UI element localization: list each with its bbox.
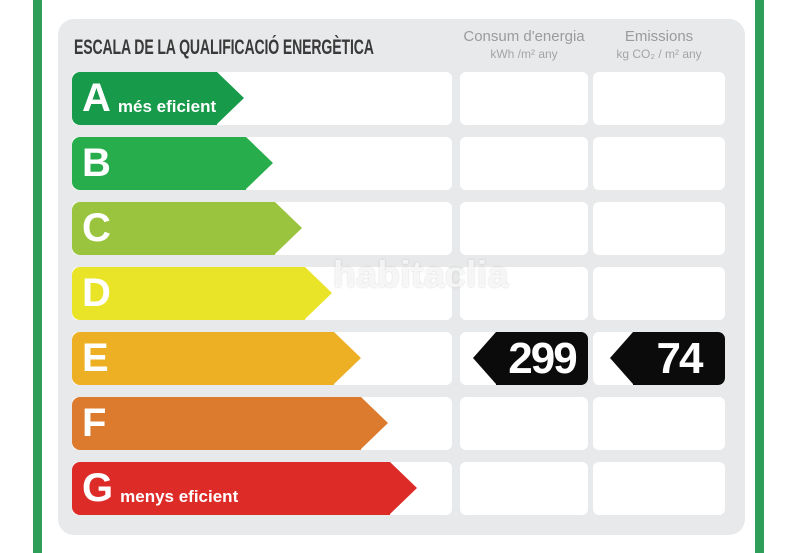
emissions-value-badge: 74 (610, 332, 725, 385)
rating-arrow: E (72, 332, 361, 385)
rating-panel: ESCALA DE LA QUALIFICACIÓ ENERGÈTICA Con… (58, 19, 745, 535)
rating-arrow: F (72, 397, 388, 450)
rating-arrow-body: E (72, 332, 334, 385)
rating-letter: G (82, 466, 114, 510)
rating-letter: F (82, 401, 107, 445)
consum-value-badge: 299 (473, 332, 588, 385)
rating-row: B (72, 137, 725, 190)
emissions-cell (593, 137, 725, 190)
rating-row: E 299 74 (72, 332, 725, 385)
rating-arrow-body: A més eficient (72, 72, 217, 125)
rating-arrow: A més eficient (72, 72, 244, 125)
consum-header-line1: Consum d'energia (463, 28, 585, 45)
emissions-header-units: kg CO₂ / m² any (616, 47, 702, 61)
consum-cell (460, 397, 588, 450)
rating-letter: A (82, 76, 111, 120)
rating-rows: A més eficient B C (72, 72, 725, 527)
emissions-cell (593, 202, 725, 255)
rating-arrow: D (72, 267, 332, 320)
letter-track: A més eficient (72, 72, 452, 125)
rating-arrow-body: C (72, 202, 275, 255)
letter-track: F (72, 397, 452, 450)
rating-row: F (72, 397, 725, 450)
rating-arrow-tip (305, 267, 332, 319)
emissions-badge-left-arrow-icon (610, 332, 633, 384)
emissions-cell (593, 462, 725, 515)
letter-track: E (72, 332, 452, 385)
rating-letter: C (82, 206, 111, 250)
rating-arrow: G menys eficient (72, 462, 417, 515)
rating-arrow-tip (275, 202, 302, 254)
rating-arrow-body: F (72, 397, 361, 450)
rating-arrow-tip (217, 72, 244, 124)
consum-value: 299 (496, 332, 588, 385)
consum-cell (460, 202, 588, 255)
left-green-stripe (33, 0, 42, 553)
rating-arrow-body: B (72, 137, 246, 190)
rating-letter: E (82, 336, 109, 380)
watermark: habitaclia (333, 254, 509, 295)
emissions-cell (593, 397, 725, 450)
emissions-column-header: Emissions kg CO₂ / m² any (593, 27, 725, 62)
emissions-cell: 74 (593, 332, 725, 385)
letter-track: B (72, 137, 452, 190)
rating-arrow-tip (390, 462, 417, 514)
rating-arrow: C (72, 202, 302, 255)
right-green-stripe (755, 0, 764, 553)
letter-track: G menys eficient (72, 462, 452, 515)
emissions-header-line1: Emissions (624, 28, 694, 45)
rating-arrow-tip (361, 397, 388, 449)
rating-note: més eficient (117, 97, 217, 116)
rating-row: D (72, 267, 725, 320)
rating-arrow-tip (246, 137, 273, 189)
rating-arrow-body: G menys eficient (72, 462, 390, 515)
rating-arrow: B (72, 137, 273, 190)
rating-arrow-body: D (72, 267, 305, 320)
consum-cell (460, 72, 588, 125)
emissions-cell (593, 267, 725, 320)
letter-track: D (72, 267, 452, 320)
emissions-value: 74 (633, 332, 725, 385)
consum-column-header: Consum d'energia kWh /m² any (460, 27, 588, 62)
consum-badge-left-arrow-icon (473, 332, 496, 384)
rating-letter: B (82, 141, 111, 185)
rating-note: menys eficient (120, 487, 239, 506)
panel-title: ESCALA DE LA QUALIFICACIÓ ENERGÈTICA (74, 36, 374, 59)
emissions-cell (593, 72, 725, 125)
consum-cell: 299 (460, 332, 588, 385)
rating-letter: D (82, 271, 111, 315)
rating-row: C (72, 202, 725, 255)
consum-cell (460, 137, 588, 190)
consum-cell (460, 462, 588, 515)
rating-row: G menys eficient (72, 462, 725, 515)
letter-track: C (72, 202, 452, 255)
consum-header-units: kWh /m² any (490, 47, 558, 61)
rating-row: A més eficient (72, 72, 725, 125)
consum-cell (460, 267, 588, 320)
rating-arrow-tip (334, 332, 361, 384)
